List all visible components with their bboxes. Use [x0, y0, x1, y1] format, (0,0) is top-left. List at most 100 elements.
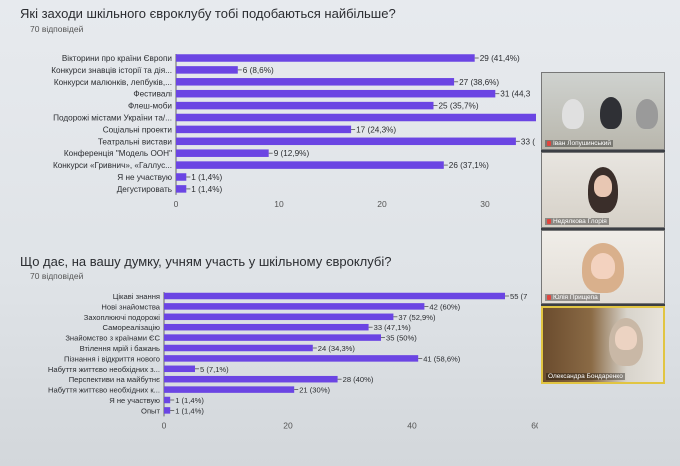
bar	[176, 125, 352, 134]
bar-category-label: Пізнання і відкриття нового	[64, 354, 160, 363]
bar-value-label: 55 (7	[510, 292, 527, 301]
bar	[176, 161, 444, 169]
bar	[164, 355, 419, 362]
bar	[176, 149, 269, 157]
bar-category-label: Я не участвую	[117, 173, 172, 182]
bar-category-label: Театральні вистави	[98, 137, 172, 146]
bar-value-label: 24 (34,3%)	[318, 344, 356, 353]
bar-category-label: Вікторини про країни Європи	[62, 54, 172, 63]
participant-name-1: Іван Лопушинський	[545, 140, 614, 147]
bar-category-label: Опыт	[141, 406, 160, 415]
bar-value-label: 29 (41,4%)	[480, 54, 520, 63]
bar-value-label: 26 (37,1%)	[449, 161, 489, 170]
bar-value-label: 1 (1,4%)	[175, 396, 204, 405]
bar	[176, 185, 187, 193]
chart1-title: Які заходи шкільного євроклубу тобі подо…	[20, 6, 396, 21]
bar	[164, 375, 338, 383]
bar	[164, 396, 171, 404]
bar-category-label: Подорожі містами України та/...	[53, 114, 172, 123]
bar-value-label: 37 (52,9%)	[398, 313, 436, 322]
bar-category-label: Втілення мрій і бажань	[80, 344, 160, 353]
x-tick-label: 20	[377, 199, 387, 209]
x-tick-label: 0	[162, 420, 167, 430]
participant-tile-1[interactable]: Іван Лопушинський	[541, 72, 665, 150]
participant-face	[594, 175, 612, 197]
mic-muted-icon	[547, 294, 551, 300]
participant-figure	[600, 97, 622, 129]
bar-category-label: Цікаві знання	[113, 292, 160, 301]
bar-category-label: Знайомство з країнами ЄС	[65, 334, 160, 343]
bar	[164, 386, 295, 393]
bar-value-label: 1 (1,4%)	[175, 406, 204, 415]
bar-category-label: Флеш-моби	[128, 102, 172, 111]
bar-category-label: Самореалізацію	[103, 323, 161, 332]
participant-face	[615, 326, 637, 350]
bar-category-label: Дегустировать	[117, 185, 172, 194]
bar-value-label: 5 (7,1%)	[200, 365, 229, 374]
bar	[164, 292, 505, 300]
x-tick-label: 30	[480, 199, 490, 209]
bar	[164, 323, 369, 331]
bar-value-label: 6 (8,6%)	[243, 66, 274, 75]
chart-panel-1: Які заходи шкільного євроклубу тобі подо…	[8, 0, 538, 228]
bar	[164, 303, 425, 310]
bar-value-label: 17 (24,3%)	[356, 125, 396, 134]
participant-name-4: Олександра Бондаренко	[546, 373, 625, 380]
bar	[164, 344, 313, 352]
participant-name-2: Недялкова Глорія	[545, 218, 609, 225]
chart1-svg: Вікторини про країни Європи 29 (41,4%) Кон…	[51, 54, 536, 209]
bar-value-label: 1 (1,4%)	[191, 185, 222, 194]
participant-figure	[562, 99, 584, 129]
bar	[176, 137, 516, 146]
bar-category-label: Набуття життєво необхідних к...	[48, 386, 160, 395]
participant-figure	[636, 99, 658, 129]
bar-value-label: 21 (30%)	[299, 386, 330, 395]
participant-name-3: Юлія Прищепа	[545, 294, 600, 301]
chart-panel-2: Що дає, на вашу думку, учням участь у шк…	[8, 240, 538, 462]
bar-category-label: Соціальні проекти	[103, 125, 172, 134]
participant-tile-2[interactable]: Недялкова Глорія	[541, 152, 665, 228]
x-tick-label: 0	[174, 199, 179, 209]
bar-category-label: Конкурси знавців історії та дія...	[51, 66, 172, 75]
bar	[176, 113, 536, 122]
bar	[164, 334, 381, 341]
bar	[164, 313, 394, 321]
participant-tile-4-active[interactable]: Олександра Бондаренко	[541, 306, 665, 384]
bar-category-label: Набуття життєво необхідних з...	[48, 365, 160, 374]
x-tick-label: 10	[274, 199, 284, 209]
bar	[176, 78, 455, 86]
bar-category-label: Я не участвую	[109, 396, 160, 405]
chart2-svg: Цікаві знання 55 (7 Нові знайомства 42 (60%…	[48, 292, 538, 430]
bar-category-label: Захоплюючі подорожі	[84, 313, 161, 322]
participant-tile-3[interactable]: Юлія Прищепа	[541, 230, 665, 304]
bar	[176, 54, 475, 62]
chart1-responses: 70 відповідей	[30, 24, 84, 34]
x-tick-label: 60	[531, 420, 538, 430]
bar	[164, 365, 195, 373]
chart2-responses: 70 відповідей	[30, 271, 84, 281]
bar-value-label: 42 (60%)	[429, 302, 460, 311]
bar-category-label: Нові знайомства	[101, 302, 160, 311]
mic-muted-icon	[547, 140, 551, 146]
bar-category-label: Конкурси «Гривнич», «Галлус...	[53, 161, 172, 170]
bar-value-label: 28 (40%)	[343, 375, 374, 384]
bar-value-label: 25 (35,7%)	[439, 102, 479, 111]
bar-value-label: 41 (58,6%)	[423, 354, 461, 363]
bar-category-label: Перспективи на майбутнє	[69, 375, 160, 384]
bar-value-label: 33 (	[521, 137, 535, 146]
bar-value-label: 1 (1,4%)	[191, 173, 222, 182]
bar-value-label: 9 (12,9%)	[274, 149, 310, 158]
bar-category-label: Конференція "Модель ООН"	[64, 149, 172, 158]
bar-value-label: 33 (47,1%)	[374, 323, 412, 332]
mic-muted-icon	[547, 218, 551, 224]
bar-value-label: 35 (50%)	[386, 334, 417, 343]
bar	[176, 101, 434, 110]
participant-face	[591, 253, 615, 279]
bar	[176, 89, 496, 98]
x-tick-label: 40	[407, 420, 417, 430]
bar	[176, 173, 187, 181]
x-tick-label: 20	[283, 420, 293, 430]
bar	[176, 66, 238, 74]
bar-category-label: Конкурси малюнків, лепбуків,...	[54, 78, 172, 87]
